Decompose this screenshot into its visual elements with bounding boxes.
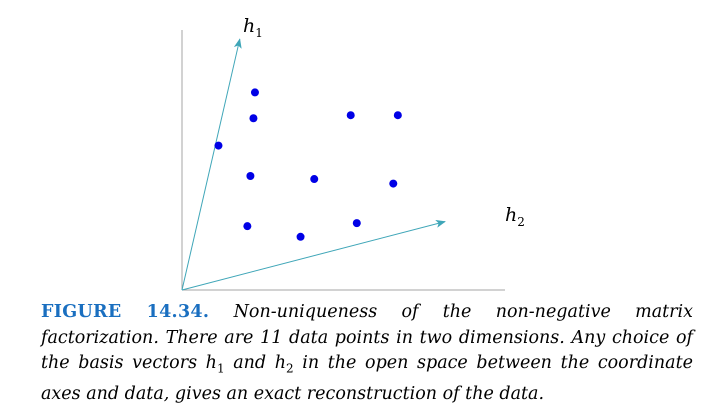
basis-vector-h2	[181, 219, 446, 291]
h1-label: h1	[243, 15, 263, 40]
data-point-3	[214, 141, 223, 150]
data-points	[214, 88, 402, 241]
h2-label: h2	[505, 204, 525, 229]
data-point-6	[346, 111, 355, 120]
data-point-9	[243, 222, 252, 231]
data-point-5	[310, 175, 319, 184]
figure: h1 h2	[181, 15, 525, 291]
data-point-8	[389, 179, 398, 188]
data-point-7	[393, 111, 402, 120]
basis-vectors	[181, 38, 446, 291]
data-point-4	[246, 172, 255, 180]
data-point-2	[249, 114, 258, 123]
data-point-10	[296, 232, 305, 241]
figure-label: FIGURE 14.34.	[41, 302, 210, 322]
caption-text: Non-uniqueness of the non-negative matri…	[41, 302, 693, 404]
figure-caption: FIGURE 14.34. Non-uniqueness of the non-…	[41, 300, 693, 408]
coordinate-axes	[181, 30, 505, 291]
basis-vector-h1	[181, 38, 242, 291]
data-point-1	[250, 88, 259, 97]
data-point-11	[352, 219, 361, 228]
vector-labels: h1 h2	[243, 15, 525, 229]
